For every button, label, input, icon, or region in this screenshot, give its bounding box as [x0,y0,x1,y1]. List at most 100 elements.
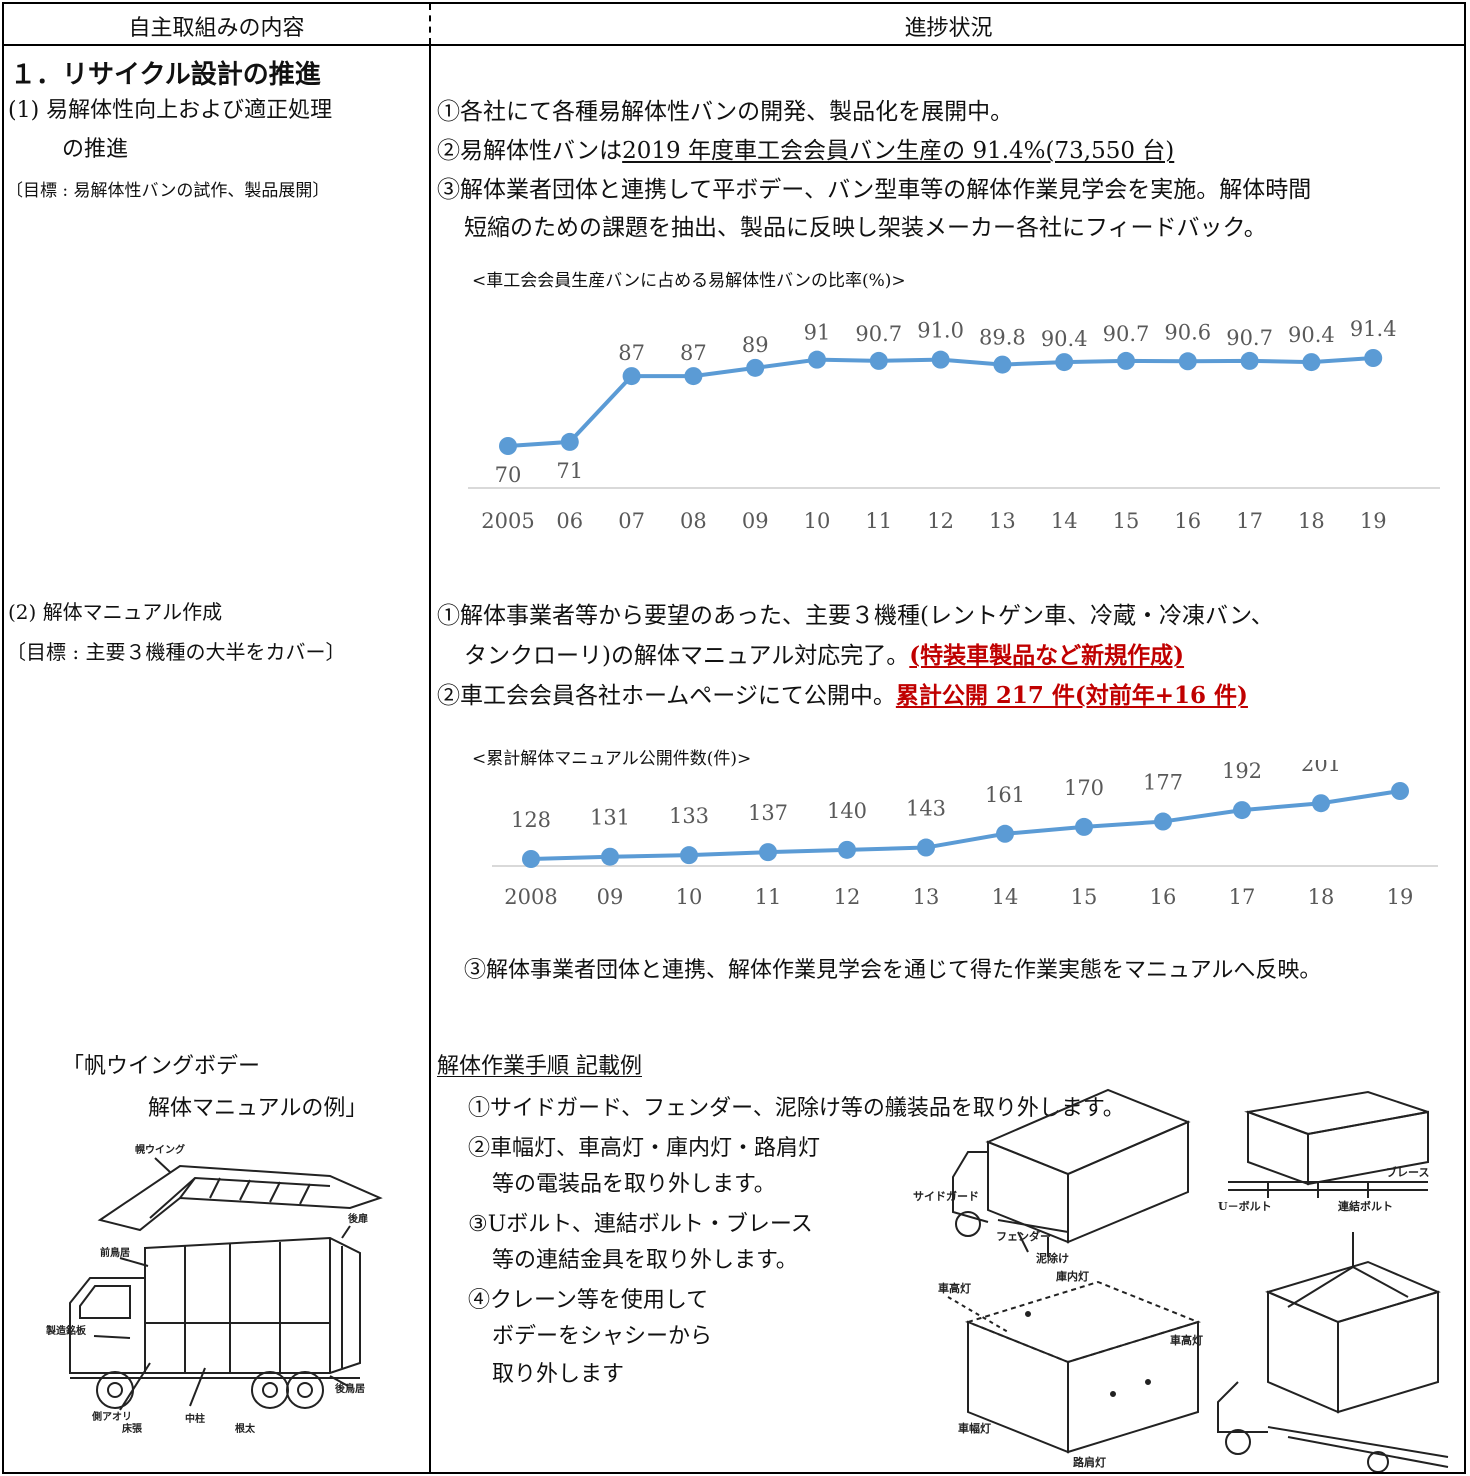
data-point [1178,352,1197,371]
item1-label-line2: の推進 [62,137,129,162]
data-label: 217 [1380,760,1420,764]
data-point [1391,782,1409,800]
truck-label-center-post: 中柱 [185,1412,205,1425]
data-label: 161 [985,783,1025,807]
data-label: 87 [618,341,645,365]
truck-label-rear-door: 後扉 [348,1212,368,1225]
data-label: 128 [511,808,551,832]
data-point [622,367,641,386]
data-point [1312,794,1330,813]
step3-line1: ③Uボルト、連結ボルト・ブレース [468,1212,813,1237]
item1-highlight: 2019 年度車工会会員バン生産の 91.4%(73,550 台) [622,138,1175,164]
x-tick-label: 17 [1229,885,1256,909]
item2-label: (2) 解体マニュアル作成 [8,600,223,624]
item1-label-line1: (1) 易解体性向上および適正処理 [8,98,333,123]
diagram-label-u-bolt: U－ボルト [1218,1199,1272,1213]
truck-label-front-frame: 前鳥居 [100,1246,130,1259]
data-point [996,824,1014,843]
chart-manual-count: 128 2008 131 09 133 10 137 11 140 12 143 13 161 14 170… [492,760,1438,909]
data-point [1364,349,1383,367]
item2-highlight1: (特装車製品など新規作成) [909,642,1185,669]
data-point [499,437,517,455]
header-col1: 自主取組みの内容 [128,16,305,41]
data-point [931,350,950,369]
x-tick-label: 14 [992,885,1019,909]
x-tick-label: 07 [618,509,645,533]
chart1-title: <車工会会員生産バンに占める易解体性バンの比率(%)> [472,271,906,291]
data-label: 87 [680,341,707,365]
section-title: １．リサイクル設計の推進 [10,60,321,90]
diagram-label-mud-flap: 泥除け [1036,1251,1069,1265]
data-point [684,367,703,386]
header-col2: 進捗状況 [904,16,993,41]
data-label: 90.7 [1226,326,1273,350]
x-tick-label: 09 [597,885,624,909]
x-tick-label: 19 [1360,509,1387,533]
data-label: 177 [1143,771,1183,795]
procedure-title: 解体作業手順 記載例 [437,1054,642,1079]
data-label: 70 [495,463,522,487]
item2-paragraph1-line1: ①解体事業者等から要望のあった、主要３機種(レントゲン車、冷蔵・冷凍バン、 [437,603,1274,629]
data-point [759,843,777,862]
x-tick-label: 11 [755,885,782,909]
header-column-divider [429,4,431,44]
x-tick-label: 16 [1174,509,1201,533]
diagram-label-side-guard: サイドガード [913,1189,979,1203]
truck-label-rear-frame: 後鳥居 [335,1382,365,1395]
step1: ①サイドガード、フェンダー、泥除け等の艤装品を取り外します。 [468,1096,1125,1121]
data-point [1302,353,1321,372]
data-point [869,351,888,370]
column-divider [429,44,431,1474]
data-label: 90.6 [1164,320,1211,344]
data-point [1075,817,1093,836]
chart2-title: <累計解体マニュアル公開件数(件)> [472,749,752,769]
x-tick-label: 09 [742,509,769,533]
data-point [522,850,540,868]
data-label: 137 [748,801,788,825]
data-point [560,432,579,451]
x-tick-label: 13 [913,885,940,909]
data-label: 140 [827,799,867,823]
data-point [1233,801,1251,820]
truck-label-nameplate: 製造銘板 [45,1324,87,1337]
item2-paragraph1-line2: タンクローリ)の解体マニュアル対応完了。(特装車製品など新規作成) [464,642,1185,669]
diagram-label-clearance-lamp-2: 車高灯 [1170,1333,1203,1347]
x-tick-label: 12 [927,509,954,533]
data-label: 170 [1064,776,1104,800]
diagram-label-width-lamp: 車幅灯 [958,1421,991,1435]
item2-paragraph3: ③解体事業者団体と連携、解体作業見学会を通じて得た作業実態をマニュアルへ反映。 [464,958,1322,983]
data-label: 91.4 [1350,317,1397,341]
data-label: 143 [906,797,946,821]
data-point [746,358,765,377]
data-label: 90.4 [1288,323,1335,347]
data-label: 133 [669,804,709,828]
x-tick-label: 19 [1387,885,1414,909]
wing-body-truck-illustration: 幌ウイング 前鳥居 後扉 製造銘板 後鳥居 側アオリ 中柱 床張 根太 [45,1143,383,1435]
x-tick-label: 16 [1150,885,1177,909]
diagram-label-interior-lamp: 庫内灯 [1056,1269,1089,1283]
data-label: 90.4 [1041,327,1088,351]
diagram-label-joint-bolt: 連結ボルト [1338,1199,1393,1213]
example-label-line2: 解体マニュアルの例」 [148,1096,368,1121]
x-tick-label: 10 [676,885,703,909]
diagram-label-brace: ブレース [1386,1165,1429,1179]
x-tick-label: 17 [1236,509,1263,533]
x-tick-label: 08 [680,509,707,533]
header-divider [4,44,1464,46]
truck-label-floor: 床張 [122,1422,143,1435]
data-label: 91.0 [917,319,964,343]
item2-paragraph2: ②車工会会員各社ホームページにて公開中。累計公開 217 件(対前年+16 件) [437,682,1248,709]
x-tick-label: 11 [865,509,892,533]
example-label-line1: 「帆ウイングボデー [62,1054,261,1079]
data-point [601,847,619,866]
x-tick-label: 14 [1051,509,1078,533]
data-point [993,355,1012,374]
truck-label-wing: 幌ウイング [135,1143,185,1156]
truck-label-side-gate: 側アオリ [91,1410,132,1423]
data-point [917,838,935,857]
step4-line3: 取り外します [492,1362,625,1387]
data-point [838,840,856,859]
diagram-label-shoulder-lamp: 路肩灯 [1073,1455,1106,1469]
